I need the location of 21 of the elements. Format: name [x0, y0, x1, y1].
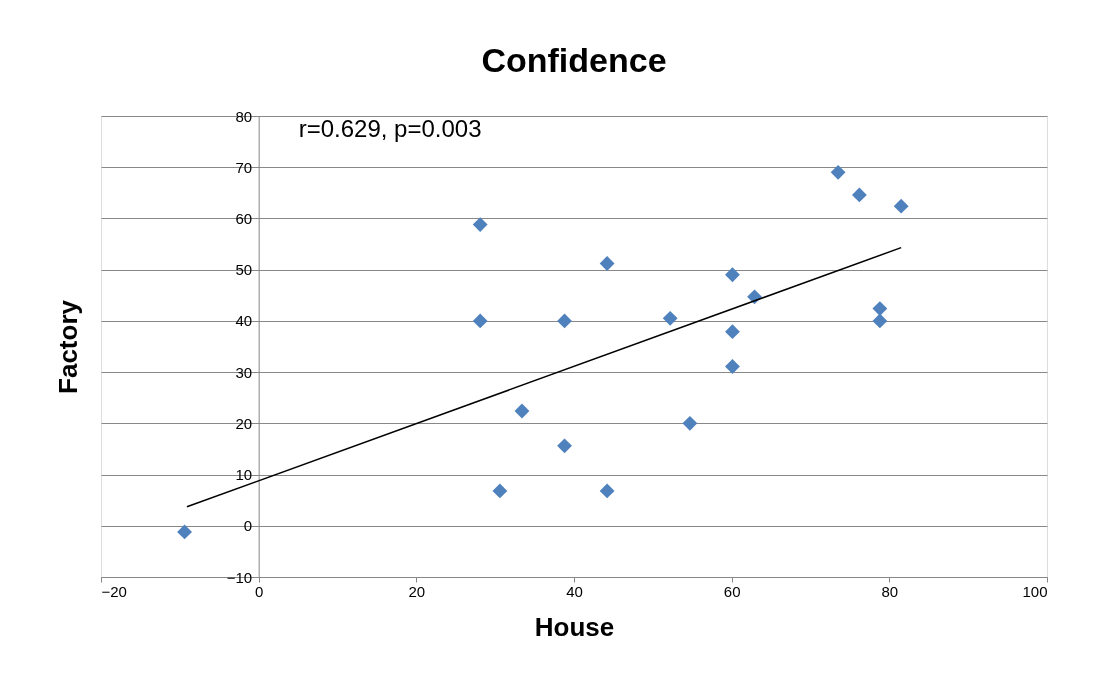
x-tick-label: 60	[723, 582, 741, 600]
chart-title: Confidence	[481, 41, 667, 79]
y-tick-label: 60	[235, 209, 253, 227]
x-tick-label: 0	[254, 582, 264, 600]
y-tick-label: 0	[243, 517, 253, 535]
x-tick-label: 100	[1022, 582, 1048, 600]
y-tick-label: 70	[235, 158, 253, 176]
x-tick-label: −20	[101, 582, 127, 600]
y-tick-label: 80	[235, 107, 253, 125]
x-tick-label: 20	[408, 582, 426, 600]
x-axis-title: House	[534, 611, 615, 642]
x-tick-label: 80	[881, 582, 899, 600]
y-tick-label: 10	[235, 466, 253, 484]
y-tick-label: 30	[235, 363, 253, 381]
annotation: r=0.629, p=0.003	[298, 115, 482, 142]
y-tick-label: 20	[235, 414, 253, 432]
y-axis-title: Factory	[52, 299, 83, 394]
x-tick-label: 40	[566, 582, 583, 600]
y-tick-label: 50	[235, 261, 253, 279]
y-tick-label: 40	[235, 312, 253, 330]
y-tick-label: −10	[226, 568, 253, 586]
